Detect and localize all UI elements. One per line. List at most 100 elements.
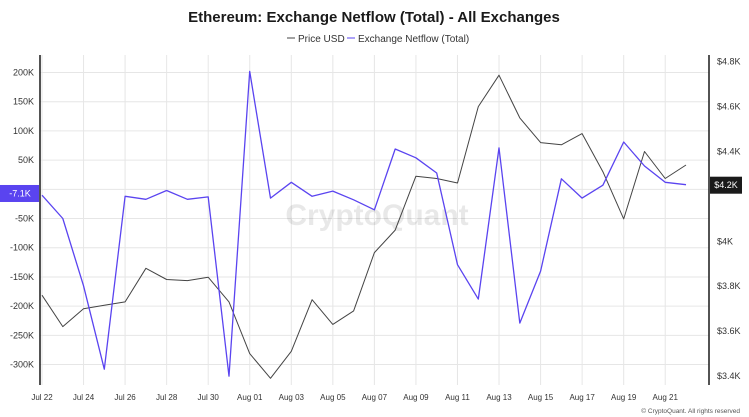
series-netflow xyxy=(41,70,687,377)
x-tick-label: Jul 26 xyxy=(114,393,136,402)
data-point-netflow xyxy=(103,368,105,370)
left-tick-label: -250K xyxy=(10,330,34,340)
x-tick-label: Aug 19 xyxy=(611,393,637,402)
data-point-netflow xyxy=(560,178,562,180)
data-point-price xyxy=(207,276,209,278)
data-point-netflow xyxy=(124,195,126,197)
data-point-price xyxy=(685,164,687,166)
right-current-value: $4.2K xyxy=(714,180,738,190)
data-point-netflow xyxy=(249,70,251,72)
left-badge-background xyxy=(0,184,39,202)
data-point-price xyxy=(373,251,375,253)
data-point-netflow xyxy=(332,190,334,192)
series-line-netflow xyxy=(41,70,687,377)
data-point-netflow xyxy=(373,209,375,211)
data-point-netflow xyxy=(685,183,687,185)
left-tick-label: 150K xyxy=(13,97,34,107)
x-tick-label: Jul 22 xyxy=(31,393,53,402)
right-axis-ticks: $4.8K $4.6K $4.4K $4K $3.8K $3.6K $3.4K xyxy=(717,57,741,381)
x-tick-label: Jul 30 xyxy=(198,393,220,402)
x-tick-label: Aug 09 xyxy=(403,393,429,402)
data-point-price xyxy=(82,307,84,309)
data-point-price xyxy=(394,229,396,231)
data-point-netflow xyxy=(165,189,167,191)
legend: Price USD Exchange Netflow (Total) xyxy=(287,34,469,45)
data-point-netflow xyxy=(62,217,64,219)
right-tick-label: $4K xyxy=(717,236,733,246)
left-axis-ticks: 200K 150K 100K 50K -50K -100K -150K -200K -250K -… xyxy=(10,68,34,370)
data-point-price xyxy=(560,144,562,146)
left-current-value-badge: -7.1K xyxy=(0,184,39,202)
data-point-price xyxy=(186,279,188,281)
data-point-netflow xyxy=(581,197,583,199)
left-tick-label: -300K xyxy=(10,360,34,370)
data-point-netflow xyxy=(622,141,624,143)
data-point-netflow xyxy=(352,199,354,201)
left-tick-label: -50K xyxy=(15,214,34,224)
right-tick-label: $4.4K xyxy=(717,147,741,157)
data-point-netflow xyxy=(290,181,292,183)
data-point-netflow xyxy=(643,165,645,167)
right-tick-label: $4.6K xyxy=(717,102,741,112)
left-tick-label: -100K xyxy=(10,243,34,253)
data-point-netflow xyxy=(394,148,396,150)
data-point-netflow xyxy=(436,172,438,174)
right-current-value-badge: $4.2K xyxy=(710,176,742,194)
data-point-price xyxy=(332,323,334,325)
data-point-netflow xyxy=(456,263,458,265)
data-point-price xyxy=(622,218,624,220)
data-point-netflow xyxy=(539,270,541,272)
x-tick-label: Aug 13 xyxy=(486,393,512,402)
data-point-netflow xyxy=(415,157,417,159)
data-point-price xyxy=(352,310,354,312)
data-point-price xyxy=(165,278,167,280)
left-tick-label: -150K xyxy=(10,272,34,282)
data-point-netflow xyxy=(664,181,666,183)
legend-netflow-label: Exchange Netflow (Total) xyxy=(358,34,469,45)
x-tick-label: Aug 11 xyxy=(445,393,470,402)
data-point-price xyxy=(249,352,251,354)
x-tick-label: Jul 24 xyxy=(73,393,95,402)
data-point-price xyxy=(498,74,500,76)
x-tick-label: Aug 07 xyxy=(362,393,388,402)
data-point-price xyxy=(62,325,64,327)
watermark: CryptoQuant xyxy=(285,199,468,232)
x-tick-label: Jul 28 xyxy=(156,393,178,402)
x-tick-label: Aug 21 xyxy=(653,393,679,402)
data-point-netflow xyxy=(186,198,188,200)
x-tick-label: Aug 17 xyxy=(569,393,595,402)
copyright: © CryptoQuant. All rights reserved xyxy=(641,407,740,415)
x-tick-label: Aug 05 xyxy=(320,393,346,402)
series-price xyxy=(41,74,687,379)
data-point-netflow xyxy=(145,198,147,200)
x-tick-label: Aug 15 xyxy=(528,393,554,402)
right-tick-label: $3.6K xyxy=(717,326,741,336)
data-point-price xyxy=(124,301,126,303)
data-point-netflow xyxy=(602,184,604,186)
grid xyxy=(40,55,709,385)
data-point-price xyxy=(539,141,541,143)
data-point-price xyxy=(228,301,230,303)
right-tick-label: $4.8K xyxy=(717,57,741,67)
series-line-price xyxy=(41,74,687,379)
data-point-netflow xyxy=(519,322,521,324)
chart-title: Ethereum: Exchange Netflow (Total) - All… xyxy=(188,9,560,26)
left-tick-label: -200K xyxy=(10,301,34,311)
right-tick-label: $3.8K xyxy=(717,281,741,291)
data-point-netflow xyxy=(311,195,313,197)
data-point-price xyxy=(103,304,105,306)
data-point-netflow xyxy=(82,285,84,287)
data-point-price xyxy=(41,294,43,296)
x-tick-label: Aug 03 xyxy=(279,393,305,402)
data-point-netflow xyxy=(228,375,230,377)
x-axis-ticks: Jul 22 Jul 24 Jul 26 Jul 28 Jul 30 Aug 01 Aug … xyxy=(31,393,678,402)
data-point-price xyxy=(311,298,313,300)
data-point-price xyxy=(643,150,645,152)
left-tick-label: 100K xyxy=(13,126,34,136)
data-point-netflow xyxy=(207,196,209,198)
data-point-price xyxy=(415,175,417,177)
data-point-price xyxy=(477,105,479,107)
data-point-netflow xyxy=(41,194,43,196)
data-point-netflow xyxy=(498,147,500,149)
